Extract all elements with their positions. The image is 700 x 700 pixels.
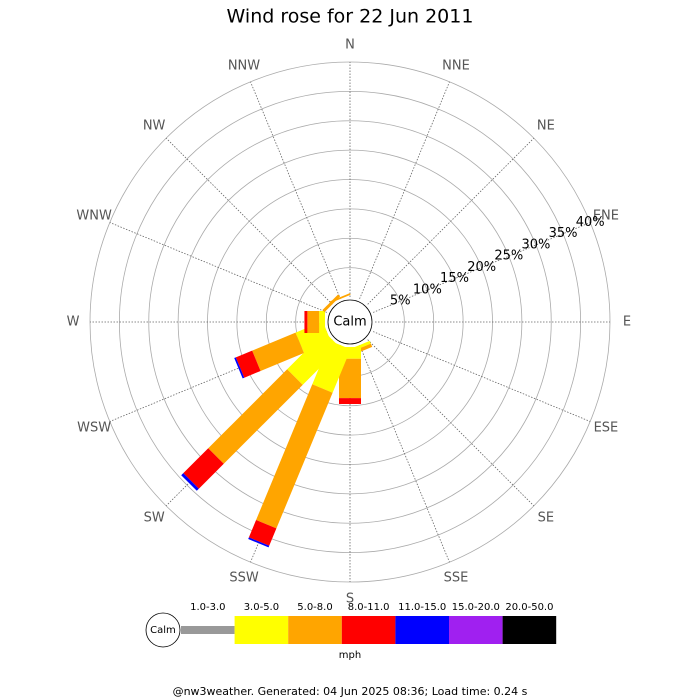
legend-swatch [395, 616, 449, 644]
bar-segment [234, 357, 245, 379]
direction-label: E [623, 315, 631, 330]
bar-segment [307, 311, 320, 333]
direction-label: ESE [594, 421, 619, 436]
ring-label: 35% [549, 226, 578, 241]
bar-segment [183, 448, 224, 489]
legend-unit: mph [339, 650, 361, 661]
bar-segment [181, 473, 199, 491]
direction-label: SE [538, 510, 554, 525]
legend-label: 8.0-11.0 [348, 602, 390, 613]
legend-swatch [341, 616, 396, 644]
direction-label: S [346, 592, 354, 607]
direction-label: NNE [442, 59, 470, 74]
ring-label: 10% [413, 282, 442, 297]
spoke [367, 137, 535, 305]
bar-segment [339, 358, 361, 399]
bar-segment [235, 350, 261, 378]
legend-label: 3.0-5.0 [244, 602, 279, 613]
bar-segment [304, 311, 308, 333]
bar-segment [252, 332, 304, 371]
legend-label: 15.0-20.0 [452, 602, 500, 613]
calm-circle [327, 299, 373, 345]
legend-swatch [449, 616, 503, 644]
bar-segment [329, 293, 351, 304]
spoke [372, 331, 591, 422]
spoke [359, 344, 450, 563]
bar-segment [312, 340, 351, 393]
spoke [165, 137, 333, 305]
direction-label: NNW [228, 59, 260, 74]
direction-label: WNW [76, 208, 112, 223]
ring-label: 40% [576, 215, 605, 230]
direction-label: WSW [77, 421, 111, 436]
bar-segment [248, 537, 270, 548]
legend-swatch [502, 616, 557, 644]
footer: @nw3weather. Generated: 04 Jun 2025 08:3… [173, 685, 528, 698]
ring-label: 20% [467, 260, 496, 275]
ring [148, 120, 552, 524]
ring-label: 5% [390, 294, 411, 309]
legend-label: 20.0-50.0 [505, 602, 553, 613]
direction-label: SSE [444, 570, 469, 585]
spoke [109, 222, 328, 313]
ring-label: 25% [494, 249, 523, 264]
legend-label: 5.0-8.0 [297, 602, 332, 613]
legend-label: 1.0-3.0 [190, 602, 225, 613]
ring [118, 90, 582, 554]
ring [265, 237, 435, 407]
spoke [359, 81, 450, 300]
bar-segment [287, 331, 341, 385]
legend-calm [145, 612, 181, 648]
legend-swatch [181, 626, 235, 634]
bar-segment [319, 311, 325, 333]
bar-segment [339, 398, 361, 404]
legend-calm-label: Calm [150, 625, 176, 636]
direction-label: NW [143, 119, 166, 134]
ring [177, 149, 523, 495]
direction-label: SSW [229, 570, 259, 585]
bar-segment [322, 294, 341, 313]
direction-label: SW [144, 510, 165, 525]
chart-title: Wind rose for 22 Jun 2011 [227, 6, 474, 28]
direction-label: N [345, 38, 355, 53]
spoke [372, 222, 591, 313]
direction-label: W [67, 315, 80, 330]
legend-label: 11.0-15.0 [398, 602, 446, 613]
bar-segment [208, 369, 303, 464]
ring-label: 15% [440, 271, 469, 286]
legend-swatch [234, 616, 289, 644]
calm-label: Calm [333, 315, 366, 330]
spoke [250, 81, 341, 300]
legend-swatch [288, 616, 342, 644]
spoke [367, 339, 535, 507]
ring-label: 30% [521, 237, 550, 252]
bar-segment [248, 520, 277, 546]
direction-label: NE [537, 119, 555, 134]
direction-label: ENE [593, 208, 619, 223]
bar-segment [256, 384, 333, 529]
